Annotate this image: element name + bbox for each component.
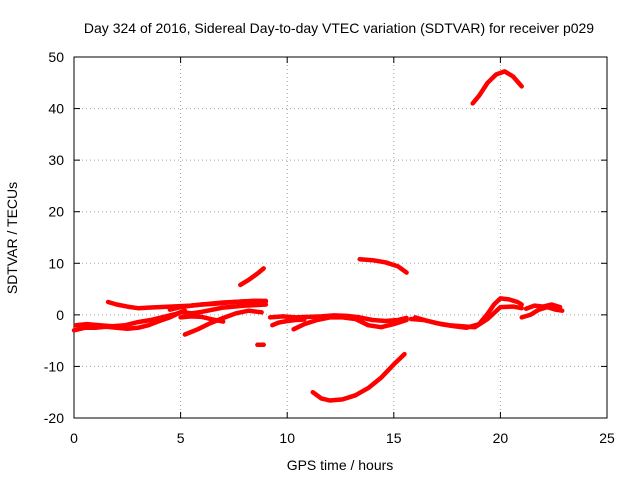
- y-tick-label: 30: [48, 152, 64, 168]
- axis-ticks: 0 5 10 15 20 25 -20 -10 0 10 20 30 40 50: [44, 49, 615, 446]
- series-line-17: [523, 302, 563, 311]
- y-tick-label: -10: [44, 358, 64, 374]
- series-line-11: [291, 315, 409, 332]
- series-line-12: [310, 351, 407, 403]
- x-tick-label: 25: [599, 430, 615, 446]
- y-tick-label: 40: [48, 101, 64, 117]
- y-axis-label: SDTVAR / TECUs: [4, 182, 20, 294]
- x-axis-label: GPS time / hours: [287, 457, 394, 473]
- series-line-6: [182, 308, 264, 337]
- series-line-14: [408, 304, 524, 330]
- series-line-10: [270, 317, 307, 328]
- y-tick-label: 50: [48, 49, 64, 65]
- y-tick-label: 10: [48, 255, 64, 271]
- y-tick-label: 20: [48, 204, 64, 220]
- grid-lines: [74, 57, 607, 418]
- series-line-7: [238, 266, 266, 288]
- y-tick-label: -20: [44, 410, 64, 426]
- y-tick-label: 0: [56, 307, 64, 323]
- x-tick-label: 20: [493, 430, 509, 446]
- x-tick-label: 10: [279, 430, 295, 446]
- x-tick-label: 15: [386, 430, 402, 446]
- series-line-15: [412, 296, 524, 331]
- x-tick-label: 5: [177, 430, 185, 446]
- chart-title: Day 324 of 2016, Sidereal Day-to-day VTE…: [84, 20, 594, 36]
- series-line-18: [470, 69, 524, 106]
- series-line-13: [357, 256, 409, 275]
- x-tick-label: 0: [70, 430, 78, 446]
- data-series: [71, 69, 565, 403]
- plot-frame: [73, 56, 608, 419]
- series-line-2: [73, 308, 188, 329]
- series-line-4: [167, 298, 269, 312]
